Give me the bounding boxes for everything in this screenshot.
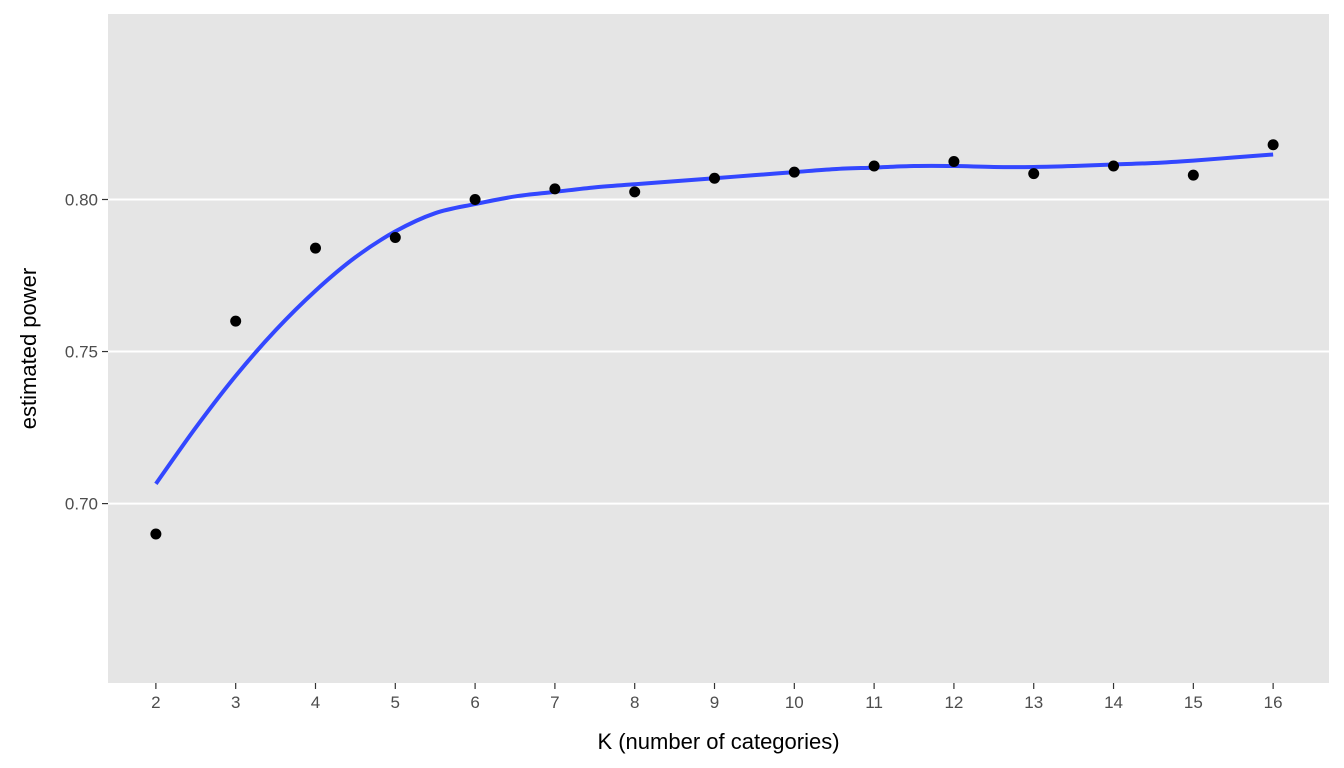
grid-lines	[108, 198, 1329, 505]
x-tick-label: 14	[1104, 693, 1123, 712]
data-point	[549, 183, 561, 195]
y-axis: 0.70 0.75 0.80	[65, 190, 108, 514]
x-tick-label: 4	[311, 693, 320, 712]
data-points	[150, 139, 1279, 540]
x-tick-label: 3	[231, 693, 240, 712]
data-point	[868, 160, 880, 172]
x-tick-label: 15	[1184, 693, 1203, 712]
x-tick-label: 6	[470, 693, 479, 712]
y-tick-label: 0.80	[65, 190, 98, 209]
x-tick-label: 7	[550, 693, 559, 712]
x-tick-label: 9	[710, 693, 719, 712]
x-tick-label: 16	[1264, 693, 1283, 712]
y-tick-label: 0.75	[65, 343, 98, 362]
x-axis-title: K (number of categories)	[597, 729, 839, 754]
data-point	[389, 232, 401, 244]
data-point	[788, 166, 800, 178]
x-tick-label: 12	[944, 693, 963, 712]
x-tick-label: 5	[391, 693, 400, 712]
data-point	[629, 186, 641, 198]
data-point	[1267, 139, 1279, 151]
data-point	[469, 193, 481, 205]
x-tick-label: 2	[151, 693, 160, 712]
data-point	[1108, 160, 1120, 172]
x-tick-label: 11	[865, 693, 883, 712]
plot-panel	[108, 14, 1329, 683]
data-point	[948, 155, 960, 167]
x-tick-label: 8	[630, 693, 639, 712]
x-tick-label: 13	[1024, 693, 1043, 712]
x-tick-label: 10	[785, 693, 804, 712]
y-axis-title: estimated power	[16, 268, 41, 429]
data-point	[309, 242, 321, 254]
y-tick-label: 0.70	[65, 495, 98, 514]
data-point	[230, 315, 242, 327]
data-point	[1187, 169, 1199, 181]
data-point	[150, 528, 162, 540]
data-point	[1028, 168, 1040, 180]
x-axis: 2 3 4 5 6 7 8 9 10 11 12 13 14 15 16	[151, 683, 1283, 712]
data-point	[709, 172, 721, 184]
